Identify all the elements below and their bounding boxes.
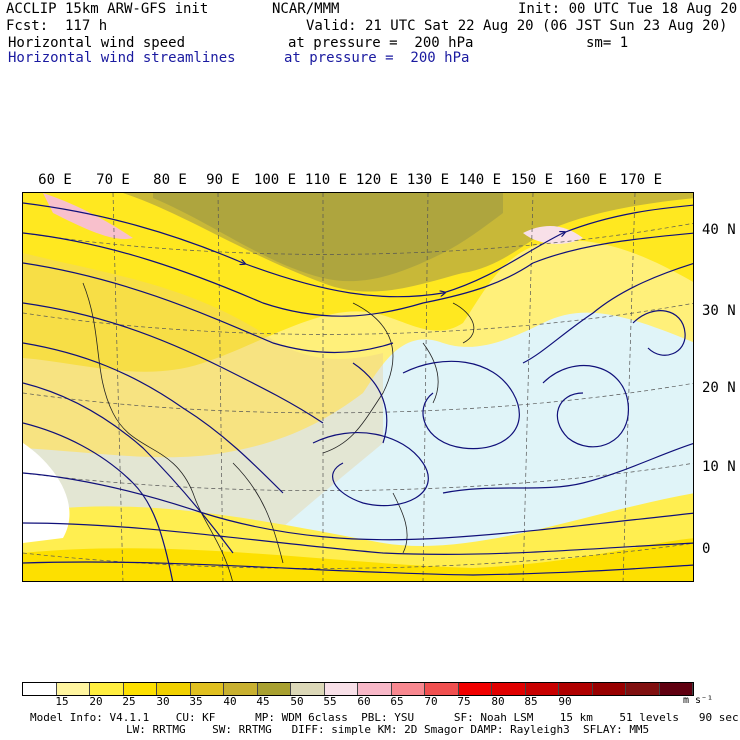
colorbar-tick-label: 50 (290, 695, 304, 708)
field2-level: at pressure = 200 hPa (284, 50, 470, 66)
field1-name: Horizontal wind speed (8, 35, 186, 51)
colorbar-swatch (157, 683, 191, 695)
lat-label: 30 N (702, 303, 736, 319)
colorbar-swatch (626, 683, 660, 695)
colorbar-tick-label: 85 (524, 695, 538, 708)
colorbar-tick-label: 80 (491, 695, 505, 708)
forecast-hour: Fcst: 117 h (6, 18, 108, 34)
colorbar-tick-label: 15 (55, 695, 69, 708)
wind-speed-shade (23, 538, 693, 581)
colorbar-swatch (90, 683, 124, 695)
colorbar-tick-label: 20 (89, 695, 103, 708)
model-info-line2: LW: RRTMG SW: RRTMG DIFF: simple KM: 2D … (126, 723, 650, 736)
lat-label: 20 N (702, 380, 736, 396)
model-title: ACCLIP 15km ARW-GFS init (6, 1, 209, 17)
lon-label: 90 E (206, 172, 240, 188)
wind-max-shade (43, 193, 133, 239)
colorbar-swatch (257, 683, 291, 695)
field2-name: Horizontal wind streamlines (8, 50, 236, 66)
valid-time: Valid: 21 UTC Sat 22 Aug 20 (06 JST Sun … (306, 18, 728, 34)
lon-label: 110 E (304, 172, 348, 188)
colorbar-swatch (224, 683, 258, 695)
lat-label: 40 N (702, 222, 736, 238)
colorbar-swatch (123, 683, 157, 695)
calm-wind-area (23, 443, 70, 543)
colorbar (22, 682, 694, 696)
colorbar-swatch (525, 683, 559, 695)
colorbar-swatch (559, 683, 593, 695)
colorbar-swatch (492, 683, 526, 695)
colorbar-tick-label: 75 (457, 695, 471, 708)
colorbar-swatch (458, 683, 492, 695)
init-time: Init: 00 UTC Tue 18 Aug 20 (518, 1, 738, 17)
colorbar-swatch (425, 683, 459, 695)
colorbar-swatch (291, 683, 325, 695)
lon-label: 70 E (96, 172, 130, 188)
colorbar-tick-label: 60 (357, 695, 371, 708)
colorbar-tick-label: 45 (256, 695, 270, 708)
colorbar-tick-label: 35 (189, 695, 203, 708)
lon-label: 120 E (355, 172, 399, 188)
colorbar-tick-label: 55 (323, 695, 337, 708)
streamlines (23, 202, 693, 581)
model-info-line1: Model Info: V4.1.1 CU: KF MP: WDM 6class… (30, 711, 739, 724)
lon-label: 160 E (564, 172, 608, 188)
coastline (82, 282, 475, 581)
colorbar-swatch (190, 683, 224, 695)
institution-label: NCAR/MMM (272, 1, 340, 17)
lon-label: 60 E (38, 172, 72, 188)
lon-label: 130 E (406, 172, 450, 188)
colorbar-tick-label: 65 (390, 695, 404, 708)
wind-field-map (23, 193, 693, 581)
lon-label: 140 E (458, 172, 502, 188)
colorbar-unit: m s⁻¹ (682, 695, 714, 706)
colorbar-swatch (659, 683, 693, 695)
lat-label: 10 N (702, 459, 736, 475)
colorbar-tick-label: 90 (558, 695, 572, 708)
colorbar-swatch (592, 683, 626, 695)
smoothing-label: sm= 1 (586, 35, 629, 51)
lat-label: 0 (702, 541, 711, 557)
colorbar-tick-label: 30 (156, 695, 170, 708)
land-area (23, 253, 383, 581)
field1-level: at pressure = 200 hPa (288, 35, 474, 51)
colorbar-swatch (23, 683, 57, 695)
colorbar-tick-label: 70 (424, 695, 438, 708)
map-panel (22, 192, 694, 582)
colorbar-swatch (324, 683, 358, 695)
lon-label: 80 E (153, 172, 187, 188)
colorbar-swatch (358, 683, 392, 695)
colorbar-tick-label: 25 (122, 695, 136, 708)
colorbar-swatch (391, 683, 425, 695)
lon-label: 150 E (510, 172, 554, 188)
colorbar-swatch (56, 683, 90, 695)
lon-label: 100 E (253, 172, 297, 188)
lon-label: 170 E (619, 172, 663, 188)
colorbar-tick-label: 40 (223, 695, 237, 708)
